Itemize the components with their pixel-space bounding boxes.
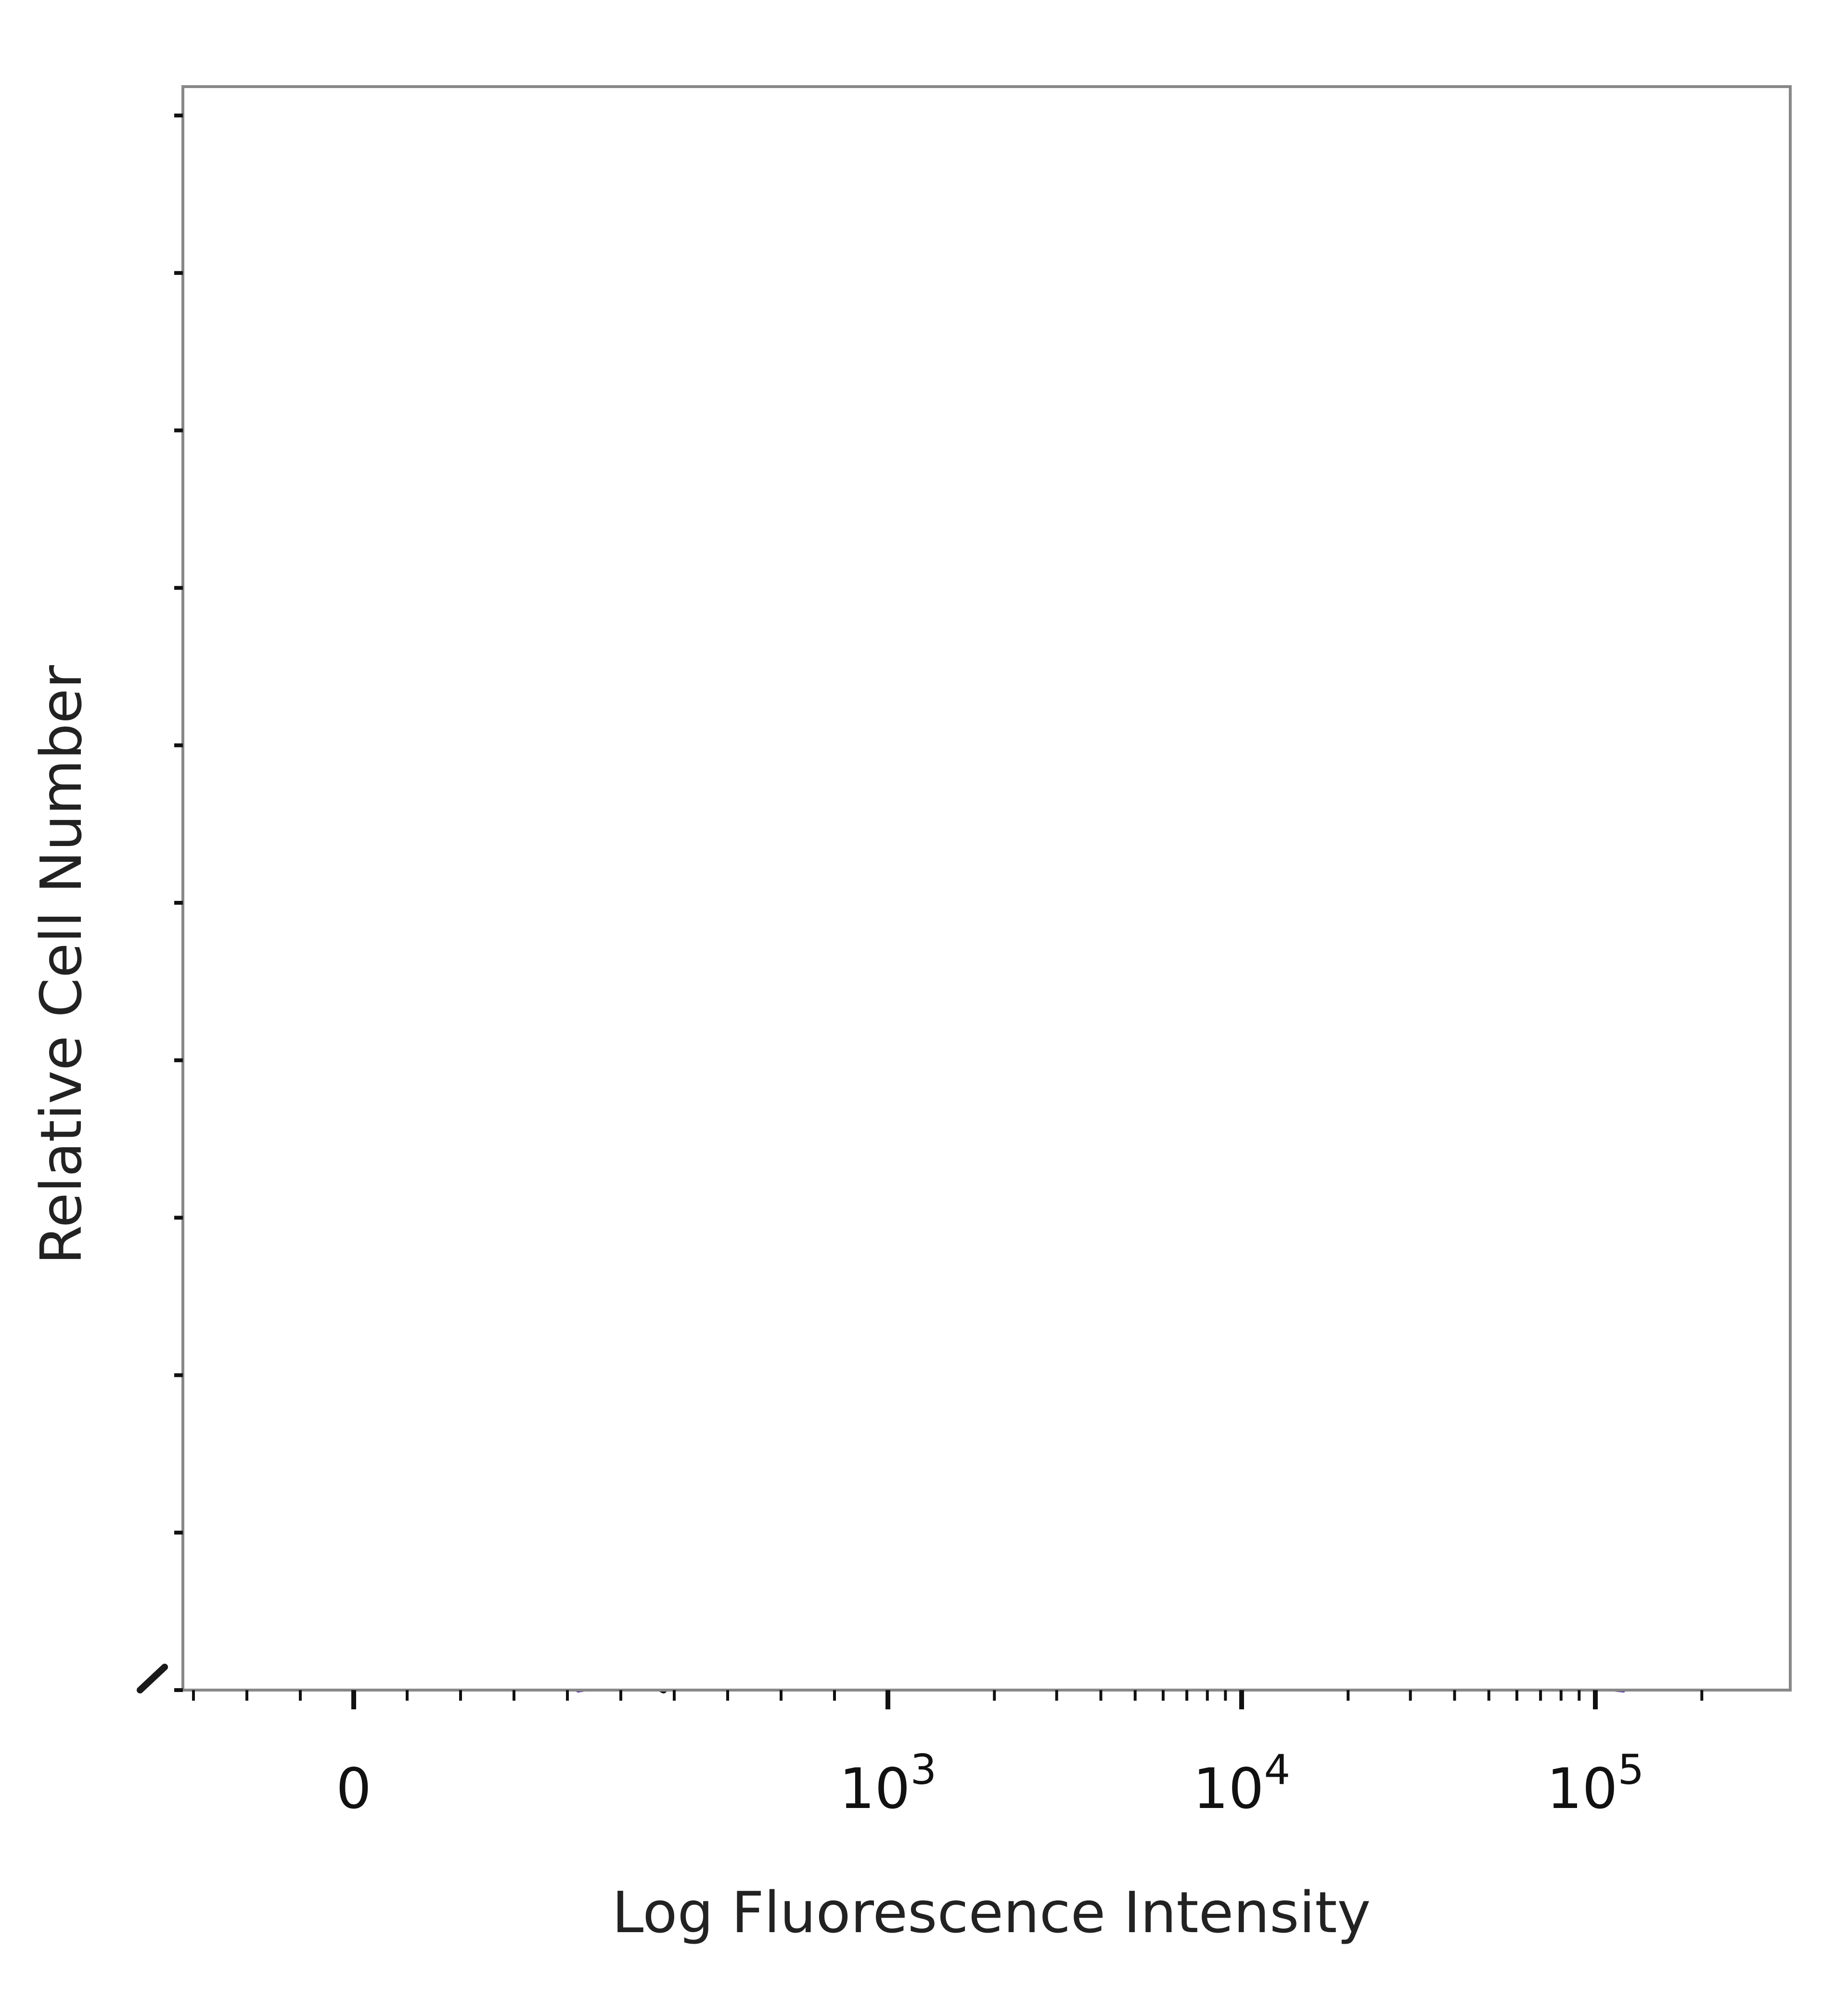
x-axis-title: Log Fluorescence Intensity bbox=[612, 1879, 1371, 1946]
x-tick-label: 104 bbox=[1193, 1746, 1290, 1821]
y-axis-title: Relative Cell Number bbox=[28, 665, 94, 1265]
plot-frame bbox=[181, 85, 1792, 1692]
x-tick-label: 103 bbox=[839, 1746, 937, 1821]
axes: 0 103 104 105 bbox=[174, 85, 1792, 1821]
axis-labels: Log Fluorescence Intensity Relative Cell… bbox=[28, 665, 1371, 1946]
x-tick-label: 105 bbox=[1547, 1746, 1644, 1821]
x-tick-label: 0 bbox=[336, 1756, 372, 1821]
